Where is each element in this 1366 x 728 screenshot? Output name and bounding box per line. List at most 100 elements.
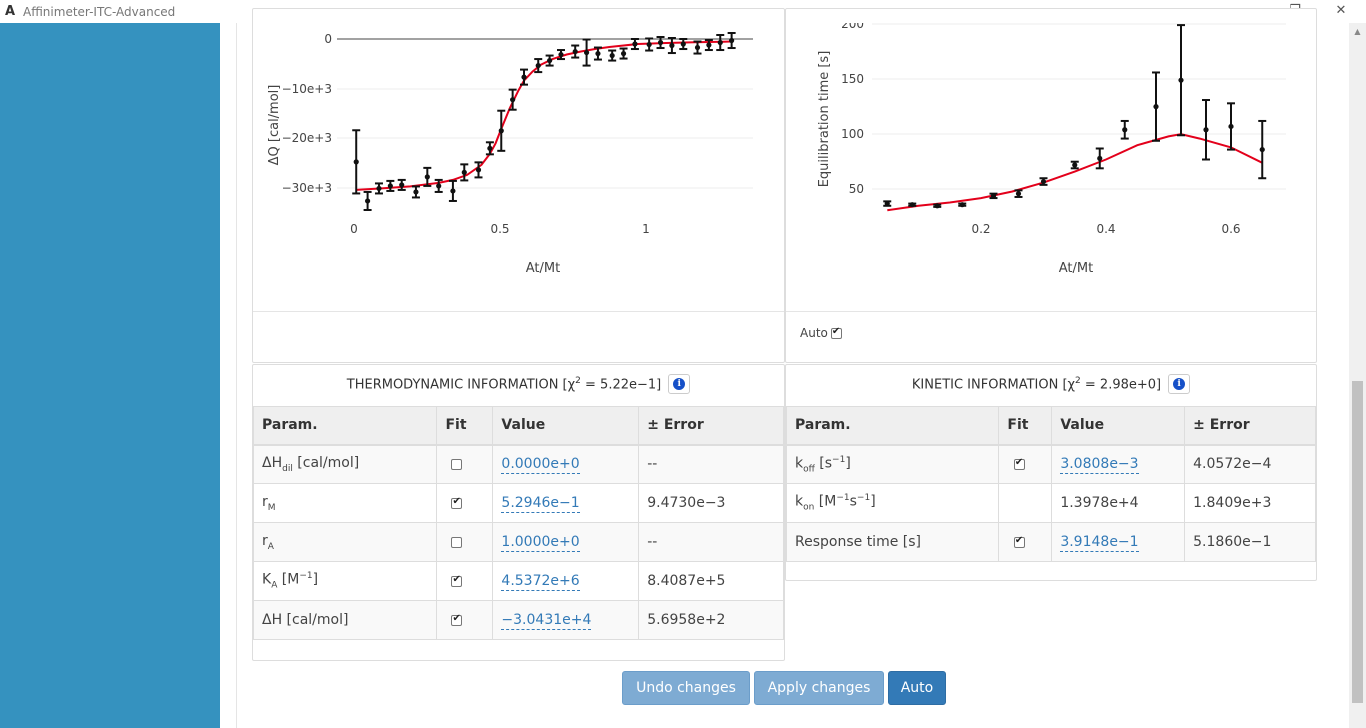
x-tick-label: 0: [350, 222, 358, 236]
thermo-data-point: [558, 51, 564, 58]
chi-exponent: 2: [1075, 375, 1081, 386]
fit-checkbox[interactable]: [1013, 535, 1025, 548]
apply-changes-button[interactable]: Apply changes: [754, 671, 884, 705]
thermo-data-point: [680, 41, 686, 47]
auto-toggle[interactable]: Auto: [800, 326, 842, 340]
fit-checkbox[interactable]: [1013, 457, 1025, 470]
thermo-data-point: [387, 183, 393, 189]
x-tick-label: 0.4: [1096, 222, 1115, 236]
fit-checkbox-rA[interactable]: [451, 536, 463, 548]
thermo-data-point: [436, 183, 442, 189]
kinetic-value[interactable]: 3.0808e−3: [1060, 456, 1139, 475]
thermo-plot: 0 −10e+3 −20e+3 −30e+3 0 0.5 1 At/Mt ΔQ …: [267, 31, 753, 276]
thermo-data-point: [547, 57, 553, 64]
thermo-data-point: [353, 159, 359, 165]
window-title: Affinimeter-ITC-Advanced: [23, 5, 176, 19]
fit-checkbox-rM[interactable]: [451, 496, 463, 509]
kinetic-error: 4.0572e−4: [1184, 444, 1316, 484]
kinetic-value: 1.3978e+4: [1060, 495, 1139, 511]
panel-divider: [253, 311, 784, 312]
kinetic-plot-panel: [785, 8, 1317, 363]
param-KA: KA [M−1]: [252, 561, 438, 601]
info-icon: i: [673, 378, 686, 390]
thermo-data-point: [694, 44, 701, 51]
fit-checkbox-dH[interactable]: [451, 613, 463, 626]
fit-checkbox-dH-dil[interactable]: [451, 458, 463, 470]
x-tick-label: 0.5: [490, 222, 509, 236]
kinetic-param-label: kon [M−1s−1]: [785, 483, 1000, 523]
value-rA[interactable]: 1.0000e+0: [501, 534, 580, 552]
x-tick-label: 0.2: [971, 222, 990, 236]
col-header-param: Param.: [252, 406, 438, 446]
thermo-data-point: [487, 145, 493, 151]
auto-checkbox[interactable]: [830, 326, 842, 339]
y-tick-label: 200: [841, 23, 864, 31]
kinetic-info-button[interactable]: i: [1168, 374, 1191, 394]
value-dH[interactable]: −3.0431e+4: [501, 612, 592, 630]
scroll-up-arrow-icon[interactable]: ▲: [1354, 27, 1361, 36]
error-KA: 8.4087e+5: [638, 561, 784, 601]
thermo-plot-area: [337, 38, 753, 189]
auto-button[interactable]: Auto: [888, 671, 946, 705]
kinetic-heading-text: KINETIC INFORMATION [χ: [911, 377, 1076, 393]
kinetic-params-table: Param. Fit Value ± Error koff [s−1] 3.080…: [785, 406, 1316, 562]
table-row: Response time [s] 3.9148e−1 5.1860e−1: [785, 522, 1316, 562]
thermo-data-point: [583, 49, 590, 56]
thermo-data-point: [706, 42, 712, 48]
kinetic-data-point: [990, 193, 997, 199]
kinetic-heading-value: = 2.98e+0]: [1080, 377, 1162, 393]
undo-changes-button[interactable]: Undo changes: [622, 671, 750, 705]
app-logo-icon: A: [5, 4, 16, 19]
y-axis-label: ΔQ [cal/mol]: [267, 85, 282, 166]
kinetic-value[interactable]: 3.9148e−1: [1060, 534, 1139, 552]
col-header-error: ± Error: [638, 406, 784, 446]
y-tick-label: 150: [841, 72, 864, 86]
fit-checkbox-KA[interactable]: [451, 574, 463, 587]
thermo-data-point: [521, 74, 527, 80]
kinetic-data-point: [959, 202, 965, 208]
thermo-params-table: Param. Fit Value ± Error ΔHdil [cal/mol]…: [252, 406, 784, 640]
thermo-data-point: [657, 39, 664, 46]
thermo-data-point: [729, 37, 735, 44]
x-tick-label: 1: [642, 222, 650, 236]
thermo-data-point: [609, 52, 615, 59]
table-row: ΔH [cal/mol] −3.0431e+4 5.6958e+2: [252, 600, 784, 640]
y-tick-label: 0: [324, 32, 332, 46]
value-KA[interactable]: 4.5372e+6: [501, 573, 580, 591]
value-rM[interactable]: 5.2946e−1: [501, 495, 580, 513]
thermo-data-point: [620, 50, 627, 57]
kinetic-data-point: [1203, 127, 1209, 133]
param-dH: ΔH [cal/mol]: [252, 600, 438, 640]
close-button[interactable]: ✕: [1335, 3, 1347, 18]
kinetic-table-heading: KINETIC INFORMATION [χ2 = 2.98e+0] i: [786, 372, 1316, 396]
vertical-scrollbar[interactable]: ▲: [1349, 23, 1366, 728]
error-rA: --: [638, 522, 784, 562]
table-row: ΔHdil [cal/mol] 0.0000e+0 --: [252, 444, 784, 484]
thermo-data-point: [510, 97, 516, 103]
thermo-info-button[interactable]: i: [668, 374, 691, 394]
thermo-data-point: [413, 189, 419, 195]
kinetic-data-point: [1259, 146, 1265, 153]
table-row: rA 1.0000e+0 --: [252, 522, 784, 562]
thermo-heading-value: = 5.22e−1]: [580, 377, 662, 393]
scroll-thumb[interactable]: [1352, 381, 1363, 703]
thermo-data-point: [498, 128, 504, 134]
content-border: [236, 23, 237, 728]
y-tick-label: 100: [841, 127, 864, 141]
value-dH-dil[interactable]: 0.0000e+0: [501, 456, 580, 475]
kinetic-data-point: [1040, 178, 1047, 185]
kinetic-data-point: [1097, 155, 1103, 162]
sidebar: [0, 23, 220, 728]
panel-divider: [786, 311, 1316, 312]
param-dH-dil: ΔHdil [cal/mol]: [252, 444, 438, 484]
kinetic-fit-line: [887, 133, 1263, 212]
col-header-fit: Fit: [998, 406, 1053, 446]
table-row: koff [s−1] 3.0808e−3 4.0572e−4: [785, 444, 1316, 484]
col-header-value: Value: [492, 406, 640, 446]
thermo-data-point: [364, 198, 371, 204]
thermo-table-heading: THERMODYNAMIC INFORMATION [χ2 = 5.22e−1]…: [253, 372, 784, 396]
thermo-data-point: [646, 41, 652, 48]
y-tick-label: 50: [849, 182, 864, 196]
thermo-data-point: [399, 182, 405, 188]
kinetic-error: 5.1860e−1: [1184, 522, 1316, 562]
